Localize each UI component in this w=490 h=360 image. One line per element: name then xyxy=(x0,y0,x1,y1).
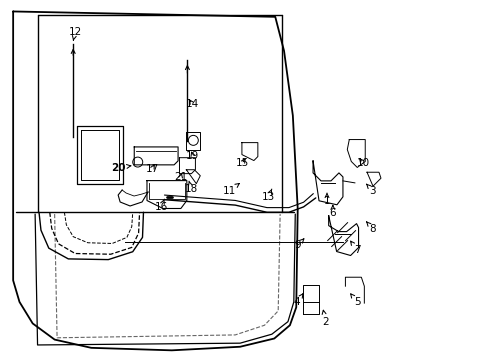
Text: 8: 8 xyxy=(367,222,376,234)
Text: 16: 16 xyxy=(154,199,168,212)
Text: 20: 20 xyxy=(111,163,131,173)
Text: 17: 17 xyxy=(146,163,159,174)
Text: 4: 4 xyxy=(294,294,303,307)
Text: 2: 2 xyxy=(322,310,329,327)
Text: 14: 14 xyxy=(186,99,199,109)
Text: 6: 6 xyxy=(330,205,336,219)
Text: 5: 5 xyxy=(351,294,361,307)
Text: 7: 7 xyxy=(351,241,361,255)
Text: 3: 3 xyxy=(367,184,376,196)
Text: 11: 11 xyxy=(223,184,239,196)
Text: 21: 21 xyxy=(174,172,187,183)
Text: 19: 19 xyxy=(186,150,199,161)
Text: 10: 10 xyxy=(357,158,369,168)
Text: 12: 12 xyxy=(69,27,82,40)
Text: 18: 18 xyxy=(185,181,198,194)
Text: 15: 15 xyxy=(236,158,249,168)
Text: 13: 13 xyxy=(262,189,275,202)
Text: 9: 9 xyxy=(294,239,304,250)
Text: 1: 1 xyxy=(324,193,330,206)
